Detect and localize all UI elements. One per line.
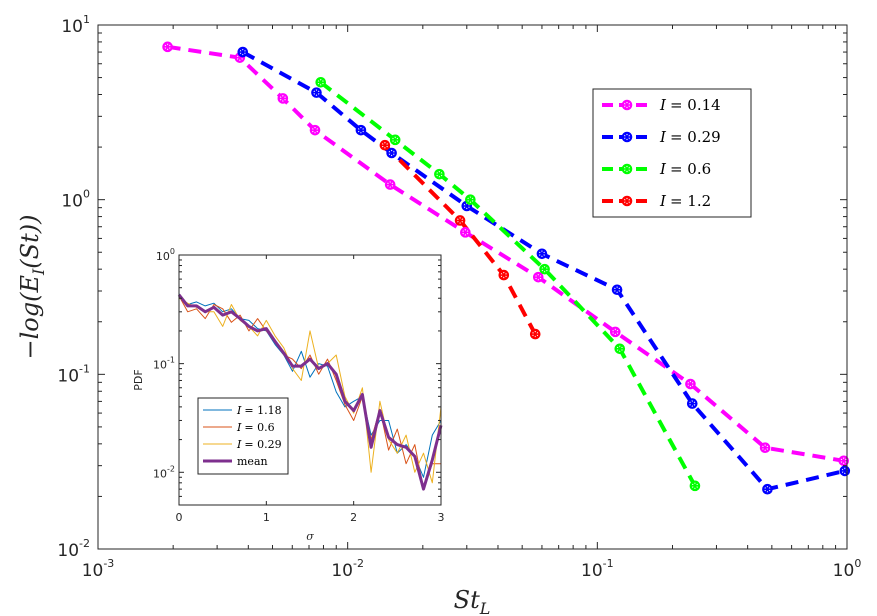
data-point (434, 168, 445, 180)
data-point (614, 343, 626, 355)
main-series-markers (162, 41, 851, 495)
data-point (309, 124, 321, 136)
main-legend-item: I = 0.29 (602, 128, 721, 146)
data-point (532, 271, 544, 283)
legend-label: I = 0.29 (659, 128, 721, 146)
data-point (454, 215, 466, 226)
data-point (621, 131, 633, 143)
data-point (685, 378, 696, 390)
inset-series-line (177, 293, 443, 491)
inset-legend-item: I = 0.29 (203, 438, 282, 451)
data-point (621, 163, 633, 175)
legend-label: I = 1.2 (659, 192, 711, 210)
data-point (237, 46, 249, 58)
inset-y-tick-label: 10-1 (153, 356, 175, 372)
data-point (379, 139, 391, 151)
inset-legend-item: mean (203, 455, 268, 468)
main-x-tick-label: 10-3 (82, 557, 115, 581)
main-y-tick-label: 10-1 (57, 362, 90, 386)
inset-axis-ticks (178, 254, 442, 506)
legend-label: I = 1.18 (236, 404, 282, 417)
main-series-line (383, 143, 537, 336)
data-point (621, 195, 633, 207)
data-point (689, 480, 701, 492)
legend-label: I = 0.6 (659, 160, 711, 178)
inset-legend-item: I = 0.6 (203, 421, 275, 434)
inset-xlabel: σ (306, 530, 314, 543)
data-point (389, 134, 401, 146)
data-point (759, 442, 771, 454)
inset-x-tick-label: 3 (438, 511, 445, 524)
data-point (609, 326, 621, 338)
data-point (838, 455, 849, 467)
inset-series-lines (177, 293, 443, 491)
main-y-tick-label: 10-2 (57, 537, 90, 561)
data-point (162, 41, 173, 53)
legend-label: I = 0.14 (659, 96, 721, 114)
inset-legend: I = 1.18 I = 0.6 I = 0.29 mean (197, 397, 289, 475)
legend-label: I = 0.29 (236, 438, 282, 451)
inset-series-line (178, 297, 442, 484)
data-point (621, 99, 633, 111)
data-point (839, 465, 851, 477)
inset-x-tick-label: 2 (350, 511, 357, 524)
inset-x-tick-label: 1 (263, 511, 270, 524)
inset-legend-item: I = 1.18 (203, 404, 282, 417)
main-legend-box (592, 88, 752, 218)
inset-x-tick-label: 0 (176, 511, 183, 524)
data-point (762, 483, 773, 495)
main-x-tick-label: 10-1 (581, 557, 614, 581)
main-axes-box (97, 24, 848, 550)
data-point (498, 269, 510, 281)
main-legend: I = 0.14 I = 0.29 I = 0.6 I = 1.2 (592, 88, 752, 218)
data-point (686, 398, 698, 409)
data-point (460, 227, 471, 238)
main-axis-ticks (97, 24, 848, 550)
main-ylabel: −log(EI(St)) (16, 215, 48, 360)
data-point (611, 284, 623, 296)
data-point (465, 194, 476, 205)
data-point (315, 76, 327, 88)
legend-label: I = 0.6 (236, 421, 275, 434)
data-point (311, 87, 322, 98)
inset-series-line (178, 295, 441, 490)
data-point (355, 124, 367, 136)
data-point (529, 328, 541, 340)
data-point (536, 248, 548, 260)
inset-y-tick-label: 100 (156, 247, 175, 263)
main-legend-item: I = 1.2 (602, 192, 711, 210)
main-xlabel: StL (454, 586, 491, 616)
inset-y-tick-label: 10-2 (153, 464, 175, 480)
main-x-tick-label: 10-2 (331, 557, 364, 581)
data-point (277, 93, 289, 104)
data-point (539, 263, 550, 275)
main-legend-item: I = 0.6 (602, 160, 711, 178)
inset-tick-labels: 0 1 2 3 100 10-1 10-2 (153, 247, 444, 524)
main-x-tick-label: 100 (833, 557, 862, 581)
legend-label: mean (237, 455, 268, 468)
main-legend-item: I = 0.14 (602, 96, 721, 114)
inset-chart: 0 1 2 3 100 10-1 10-2 σ PDF I = 1.18 I = 0.6 I = 0.… (132, 247, 445, 543)
main-y-tick-label: 101 (61, 13, 90, 37)
data-point (386, 147, 397, 159)
data-point (384, 179, 396, 190)
main-y-tick-label: 100 (61, 188, 90, 212)
inset-ylabel: PDF (132, 369, 145, 390)
